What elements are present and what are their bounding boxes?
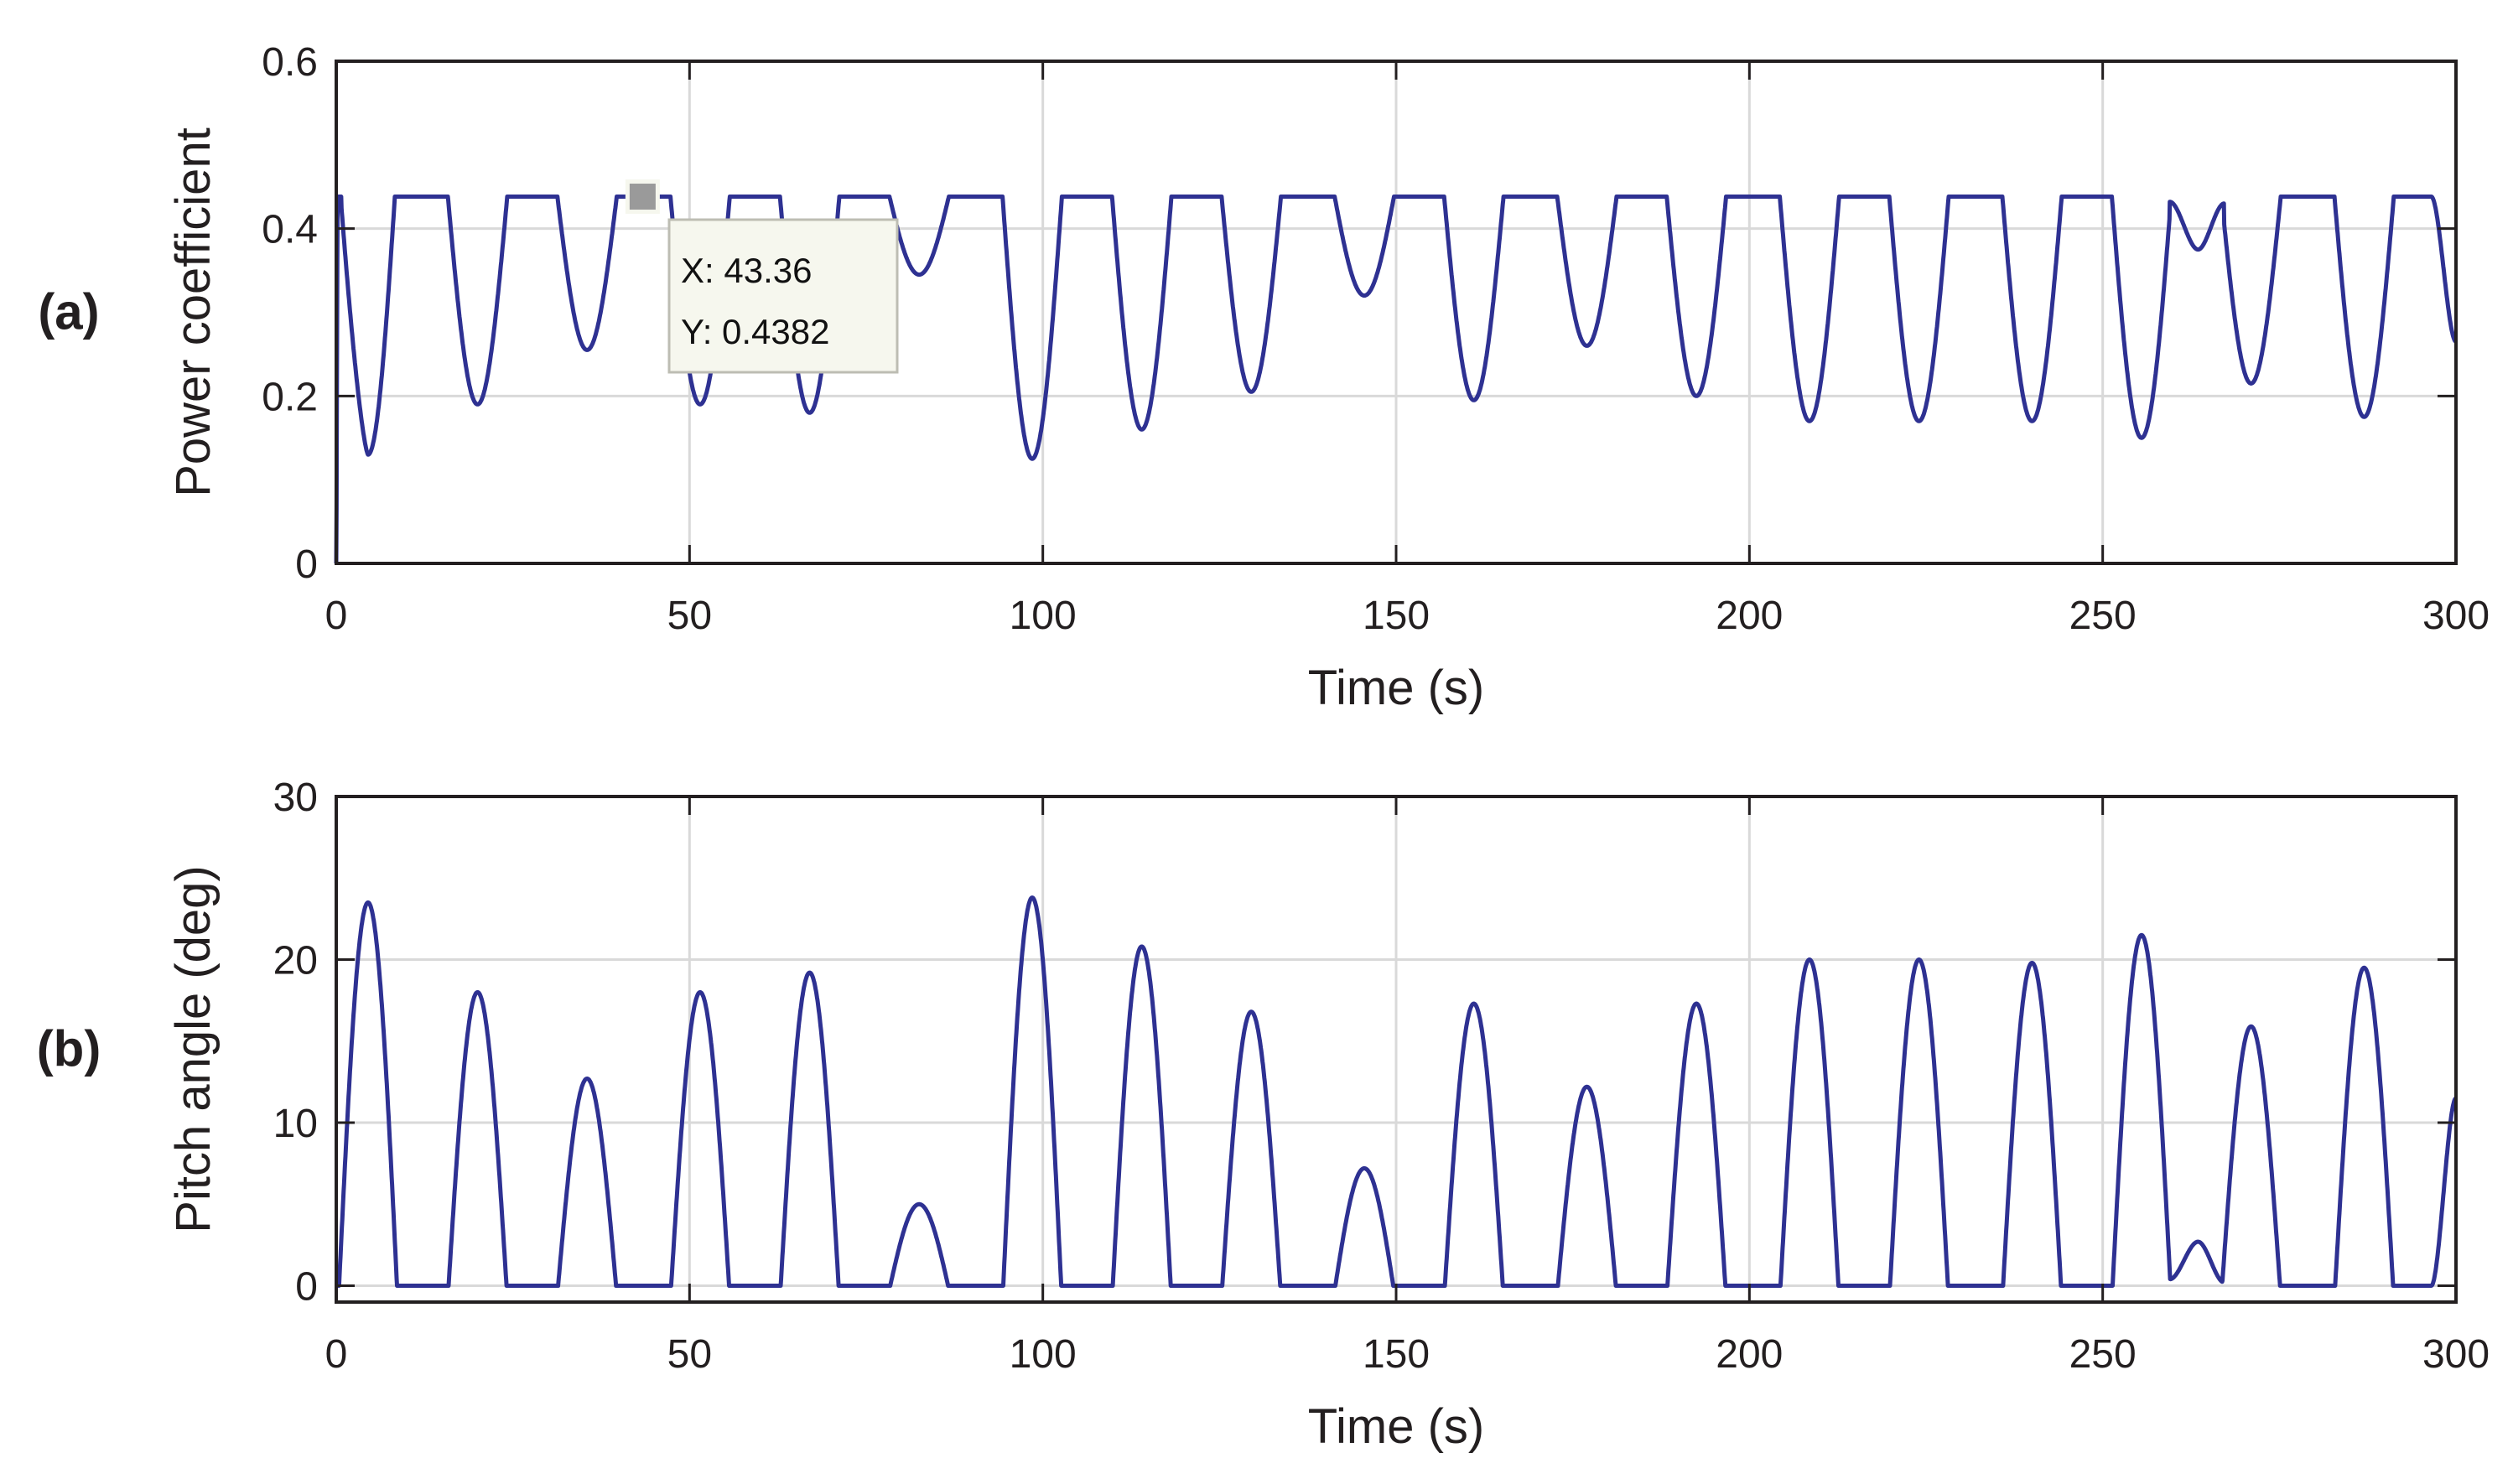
datatip-x-value: X: 43.36 <box>681 251 812 290</box>
x-tick-label: 100 <box>1010 594 1077 638</box>
panel-a-ticks: 0 50 100 150 200 250 300 0 0.2 0.4 0.6 <box>262 40 2490 638</box>
datatip[interactable]: X: 43.36 Y: 0.4382 <box>625 179 899 374</box>
x-tick-label: 200 <box>1716 1332 1783 1377</box>
x-tick-label: 50 <box>667 594 712 638</box>
x-tick-label: 0 <box>325 1332 348 1377</box>
panel-a-xlabel: Time (s) <box>1308 661 1484 715</box>
x-tick-label: 150 <box>1363 1332 1430 1377</box>
panel-b-ticks: 0 50 100 150 200 250 300 0 10 20 30 <box>273 776 2490 1377</box>
panel-b-pitch-angle: 0 50 100 150 200 250 300 0 10 20 30 Time (s) Pitch… <box>37 776 2490 1454</box>
y-tick-label: 10 <box>273 1102 318 1146</box>
panel-b-xlabel: Time (s) <box>1308 1399 1484 1454</box>
x-tick-label: 250 <box>2069 594 2137 638</box>
panel-b-label: (b) <box>37 1021 101 1077</box>
y-tick-label: 20 <box>273 939 318 983</box>
panel-a-label: (a) <box>38 284 99 340</box>
y-tick-label: 0 <box>295 542 318 587</box>
y-tick-label: 0.4 <box>262 208 318 252</box>
panel-b-grid <box>336 796 2456 1302</box>
x-tick-label: 150 <box>1363 594 1430 638</box>
y-tick-label: 30 <box>273 776 318 820</box>
datatip-y-value: Y: 0.4382 <box>681 312 830 351</box>
datatip-box <box>667 218 899 374</box>
datatip-marker[interactable] <box>625 179 660 215</box>
x-tick-label: 50 <box>667 1332 712 1377</box>
panel-b-ylabel: Pitch angle (deg) <box>166 865 221 1232</box>
x-tick-label: 300 <box>2422 594 2490 638</box>
x-tick-label: 200 <box>1716 594 1783 638</box>
y-tick-label: 0 <box>295 1265 318 1310</box>
x-tick-label: 300 <box>2422 1332 2490 1377</box>
x-tick-label: 250 <box>2069 1332 2137 1377</box>
panel-a-grid <box>336 61 2456 563</box>
x-tick-label: 100 <box>1010 1332 1077 1377</box>
x-tick-label: 0 <box>325 594 348 638</box>
y-tick-label: 0.2 <box>262 375 318 419</box>
panel-a-ylabel: Power coefficient <box>166 127 221 497</box>
y-tick-label: 0.6 <box>262 40 318 85</box>
panel-a-power-coefficient: 0 50 100 150 200 250 300 0 0.2 0.4 0.6 Time (s) Po… <box>38 40 2490 715</box>
